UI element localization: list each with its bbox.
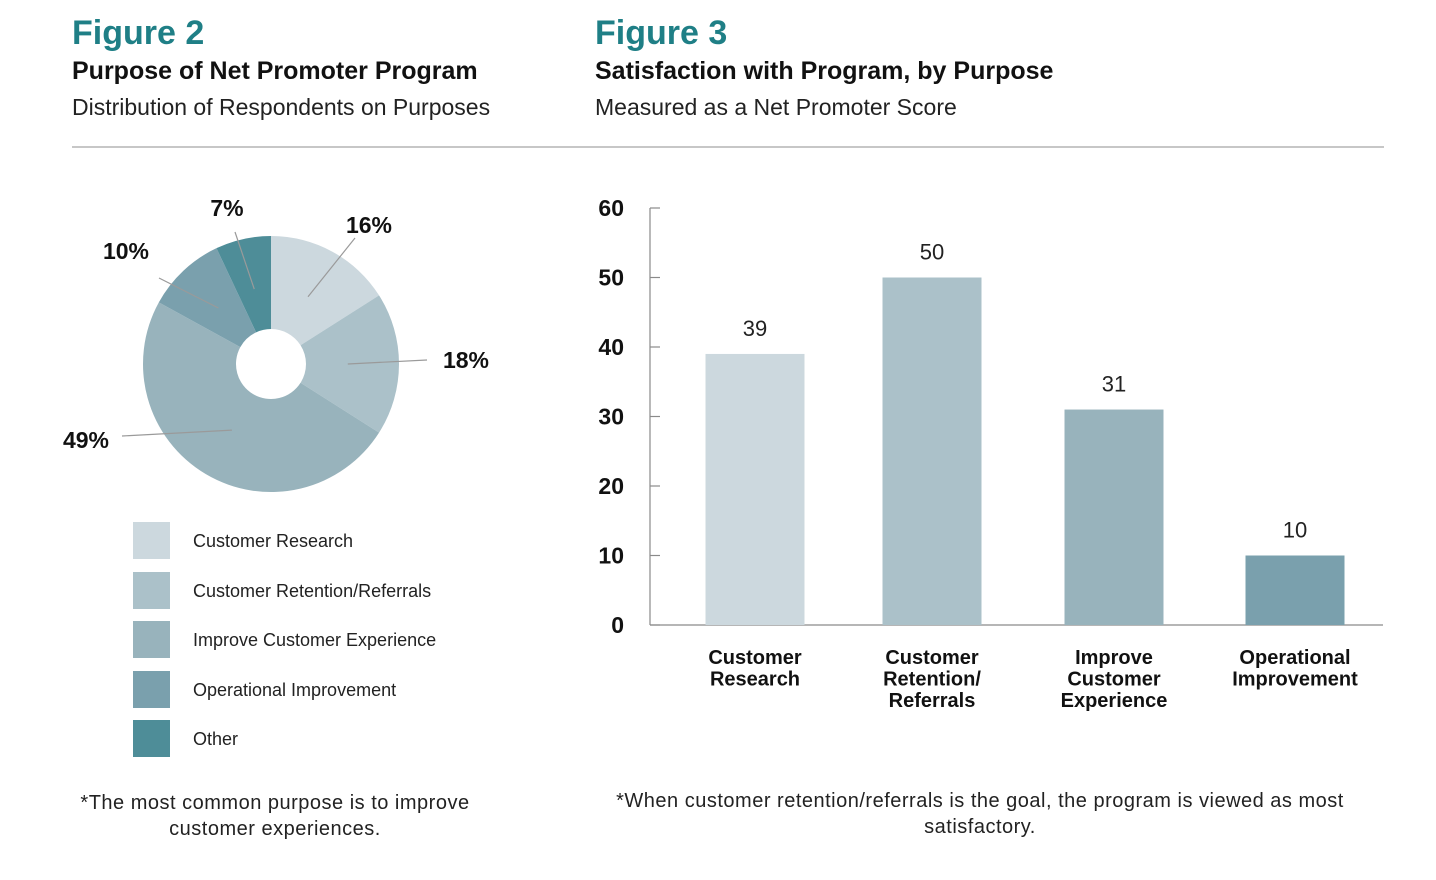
legend-label: Improve Customer Experience xyxy=(193,630,437,650)
x-category-label: Operational xyxy=(1239,647,1350,669)
x-category-label: Experience xyxy=(1061,690,1168,712)
bar-value-label: 31 xyxy=(1102,372,1126,397)
pie-leader-line xyxy=(121,429,232,437)
pie-slice-label: 18% xyxy=(443,347,489,373)
y-tick-label: 0 xyxy=(611,612,624,638)
y-tick-label: 20 xyxy=(598,473,624,499)
y-tick-label: 40 xyxy=(598,334,624,360)
bar xyxy=(705,353,805,625)
bar-chart: 010203040506039CustomerResearch50Custome… xyxy=(598,195,1383,712)
bar xyxy=(1245,555,1345,625)
pie-slice-customer-research xyxy=(271,236,380,346)
pie-leader-line xyxy=(234,231,255,290)
y-tick-label: 60 xyxy=(598,195,624,221)
pie-leader-line xyxy=(307,237,356,298)
legend-label: Customer Research xyxy=(193,531,354,551)
x-category-label: Customer xyxy=(885,647,979,669)
bar-value-label: 10 xyxy=(1283,518,1307,543)
pie-slice-other xyxy=(216,236,271,333)
x-category-label: Improve xyxy=(1075,647,1153,669)
pie-slice-improve-customer-experience xyxy=(142,302,380,493)
pie-slice-label: 10% xyxy=(103,238,149,264)
x-category-label: Research xyxy=(710,669,800,691)
figure3-note: *When customer retention/referrals is th… xyxy=(616,790,1344,838)
figure2-note: *The most common purpose is to improve c… xyxy=(80,792,470,840)
header-divider xyxy=(72,146,1384,148)
legend-label: Other xyxy=(193,729,239,749)
legend-label: Operational Improvement xyxy=(193,679,397,700)
figure3-label: Figure 3 xyxy=(595,14,728,52)
figure2-label: Figure 2 xyxy=(72,14,205,52)
legend-label: Customer Retention/Referrals xyxy=(193,580,432,601)
y-tick-label: 50 xyxy=(598,265,624,291)
x-category-label: Customer xyxy=(708,647,802,669)
legend-swatch xyxy=(133,571,170,609)
x-category-label: Referrals xyxy=(889,690,976,712)
bar xyxy=(1064,409,1164,625)
y-tick-label: 10 xyxy=(598,543,624,569)
figure3-subtitle: Measured as a Net Promoter Score xyxy=(595,94,957,120)
bar-value-label: 39 xyxy=(743,316,767,341)
pie-slice-label: 49% xyxy=(63,427,109,453)
pie-leader-line xyxy=(347,359,428,365)
pie-slice-operational-improvement xyxy=(158,248,257,348)
legend-swatch xyxy=(133,720,170,757)
figure3-title: Satisfaction with Program, by Purpose xyxy=(595,57,1054,85)
pie-slice-label: 7% xyxy=(210,195,243,221)
y-tick-label: 30 xyxy=(598,404,624,430)
legend-swatch xyxy=(133,621,170,658)
legend-swatch xyxy=(133,670,170,708)
bar xyxy=(882,277,982,625)
donut-chart: 16% 18% 49% 10% 7% xyxy=(63,195,489,493)
pie-leader-line xyxy=(158,277,219,309)
x-category-label: Improvement xyxy=(1232,669,1358,691)
pie-slice-label: 16% xyxy=(346,212,392,238)
legend-swatch xyxy=(133,522,170,559)
x-category-label: Retention/ xyxy=(883,669,981,691)
x-category-label: Customer xyxy=(1067,669,1161,691)
figure2-subtitle: Distribution of Respondents on Purposes xyxy=(72,94,491,120)
figure2-title: Purpose of Net Promoter Program xyxy=(72,57,478,85)
bar-value-label: 50 xyxy=(920,240,944,265)
